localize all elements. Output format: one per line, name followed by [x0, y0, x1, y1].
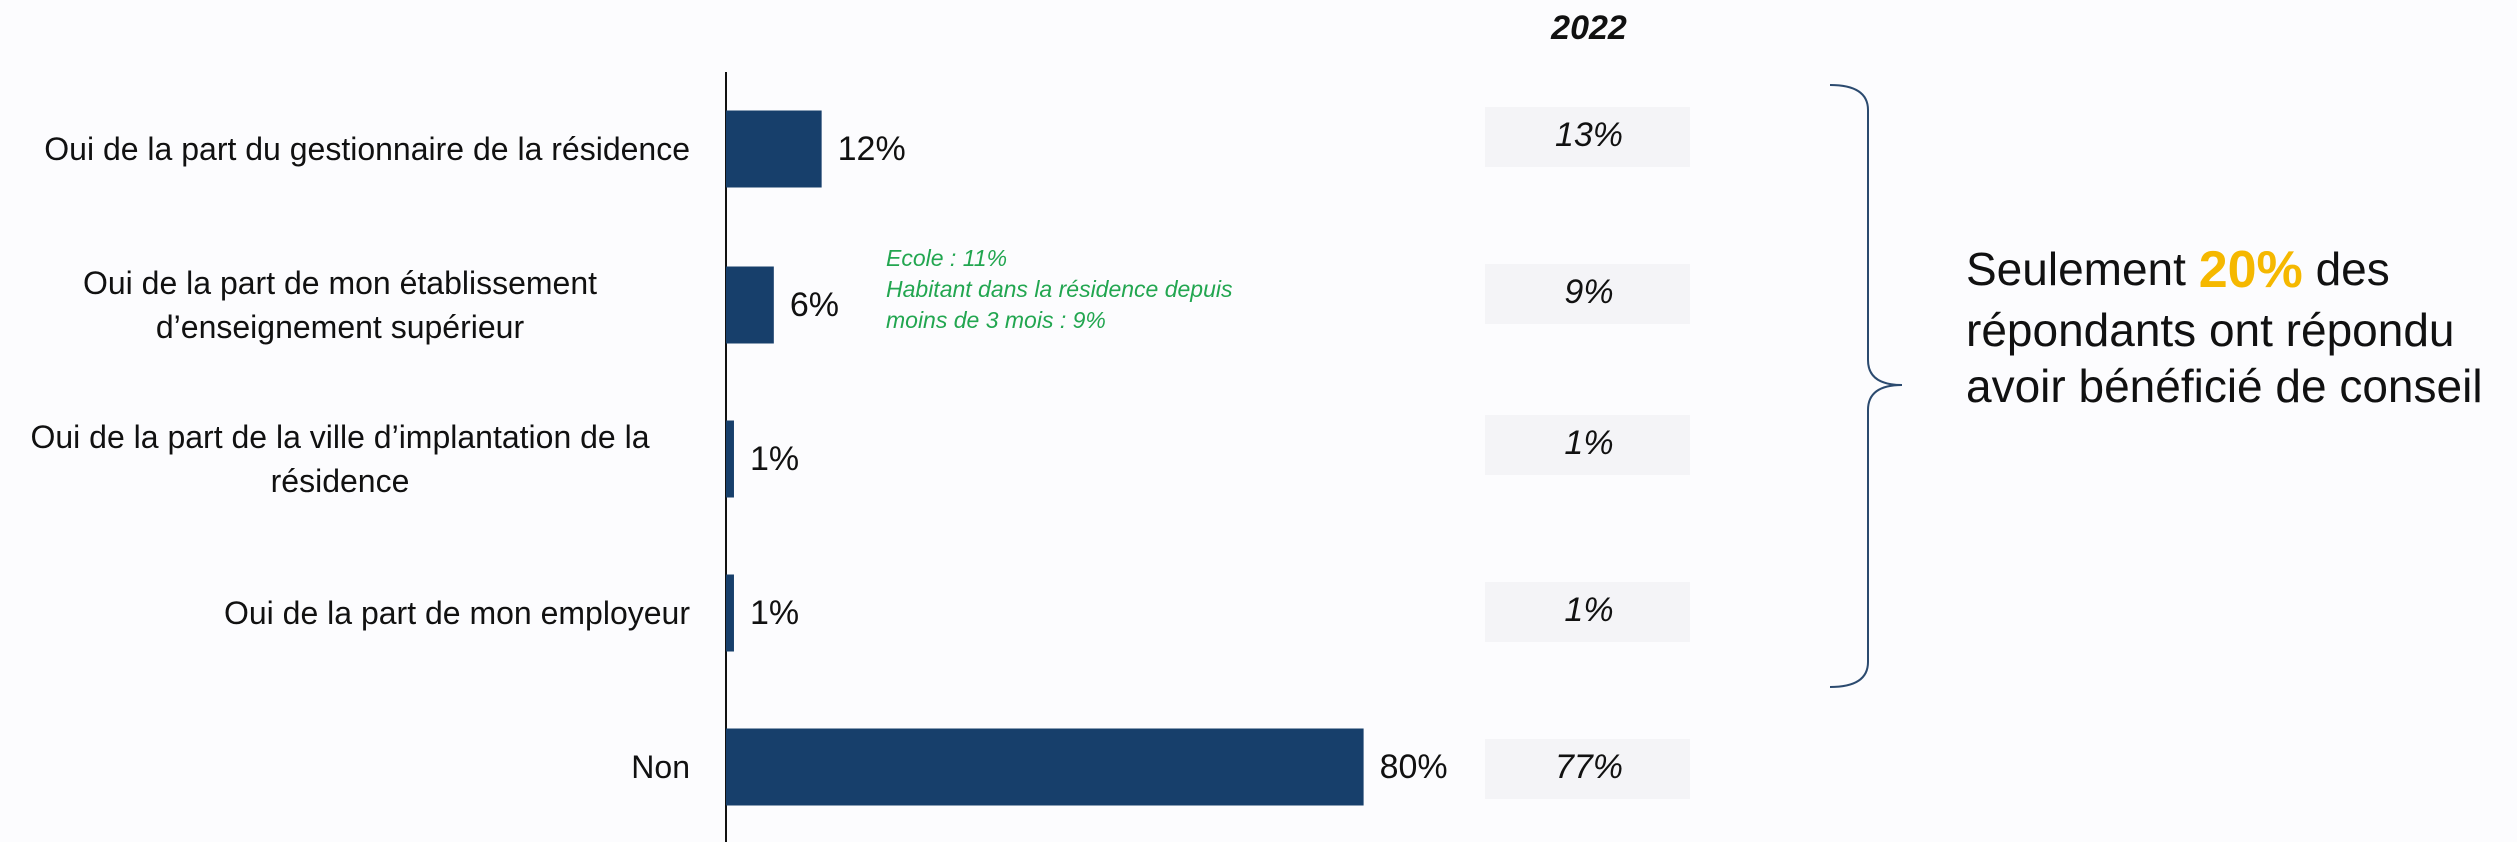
bracket [1829, 84, 1903, 688]
callout-text: des [2316, 243, 2390, 295]
value-label: 1% [750, 594, 799, 632]
comparison-title: 2022 [1550, 9, 1627, 47]
comparison-value: 13% [1555, 116, 1623, 154]
annotation: Habitant dans la résidence depuis [886, 276, 1233, 302]
comparison-cell [1485, 264, 1690, 324]
value-label: 1% [750, 440, 799, 478]
category-label-box: Non [0, 707, 690, 827]
category-label-box: Oui de la part du gestionnaire de la rés… [0, 89, 690, 209]
category-label-box: Oui de la part de mon employeur [0, 553, 690, 673]
category-label-box: Oui de la part de la ville d’implantatio… [0, 399, 690, 519]
bar [726, 110, 822, 188]
comparison-cell [1485, 107, 1690, 167]
comparison-value: 1% [1564, 424, 1613, 462]
category-label: Non [631, 749, 690, 785]
category-label-box: Oui de la part de mon établissement d’en… [0, 245, 690, 365]
callout-text: répondants ont répondu [1966, 304, 2455, 356]
value-label: 6% [790, 286, 839, 324]
comparison-value: 1% [1564, 591, 1613, 629]
callout-line: répondants ont répondu [1966, 304, 2455, 356]
callout-line: avoir bénéficié de conseil [1966, 360, 2483, 412]
bar [726, 266, 774, 344]
category-label: Oui de la part de mon employeur [223, 595, 690, 631]
comparison-value: 77% [1555, 748, 1623, 786]
annotation: Ecole : 11% [886, 245, 1007, 271]
bar [726, 574, 734, 652]
callout-text: Seulement [1966, 243, 2186, 295]
comparison-cell [1485, 415, 1690, 475]
callout-line: Seulement 20% des [1966, 241, 2390, 299]
bar [726, 728, 1364, 806]
category-label: Oui de la part du gestionnaire de la rés… [44, 131, 690, 167]
callout-text: avoir bénéficié de conseil [1966, 360, 2483, 412]
value-label: 12% [838, 130, 906, 168]
comparison-cell [1485, 739, 1690, 799]
category-label: Oui de la part de mon établissement d’en… [82, 265, 598, 345]
callout-highlight: 20% [2199, 241, 2303, 299]
annotation: moins de 3 mois : 9% [886, 307, 1106, 333]
category-label: Oui de la part de la ville d’implantatio… [30, 419, 650, 499]
value-label: 80% [1380, 748, 1448, 786]
comparison-cell [1485, 582, 1690, 642]
comparison-value: 9% [1564, 273, 1613, 311]
bar [726, 420, 734, 498]
